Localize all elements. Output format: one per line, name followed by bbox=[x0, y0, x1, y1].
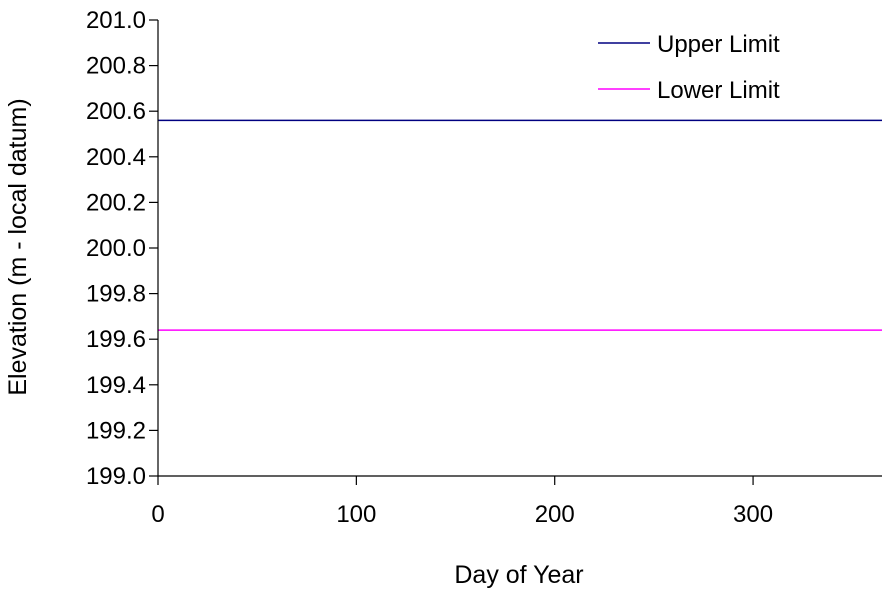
axes bbox=[149, 19, 882, 485]
legend-label-lower-limit: Lower Limit bbox=[657, 77, 780, 104]
y-tick-label: 200.8 bbox=[86, 53, 146, 80]
legend: Upper Limit Lower Limit bbox=[598, 31, 780, 104]
x-tick-label: 0 bbox=[151, 501, 164, 528]
y-tick-label: 199.2 bbox=[86, 417, 146, 444]
y-tick-label: 199.0 bbox=[86, 463, 146, 490]
x-tick-label: 100 bbox=[336, 501, 376, 528]
series-lines bbox=[158, 119, 882, 331]
x-axis-title: Day of Year bbox=[454, 561, 583, 589]
legend-label-upper-limit: Upper Limit bbox=[657, 31, 780, 58]
y-tick-label: 201.0 bbox=[86, 7, 146, 34]
y-tick-label: 200.0 bbox=[86, 235, 146, 262]
y-tick-label: 199.4 bbox=[86, 372, 146, 399]
tick-labels: 199.0 199.2 199.4 199.6 199.8 200.0 200.2 200.4… bbox=[86, 7, 773, 528]
y-tick-label: 199.8 bbox=[86, 281, 146, 308]
x-tick-label: 200 bbox=[535, 501, 575, 528]
y-tick-label: 200.6 bbox=[86, 98, 146, 125]
y-axis-title: Elevation (m - local datum) bbox=[4, 98, 32, 395]
y-tick-label: 199.6 bbox=[86, 326, 146, 353]
y-tick-label: 200.4 bbox=[86, 144, 146, 171]
y-tick-label: 200.2 bbox=[86, 189, 146, 216]
x-tick-label: 300 bbox=[733, 501, 773, 528]
